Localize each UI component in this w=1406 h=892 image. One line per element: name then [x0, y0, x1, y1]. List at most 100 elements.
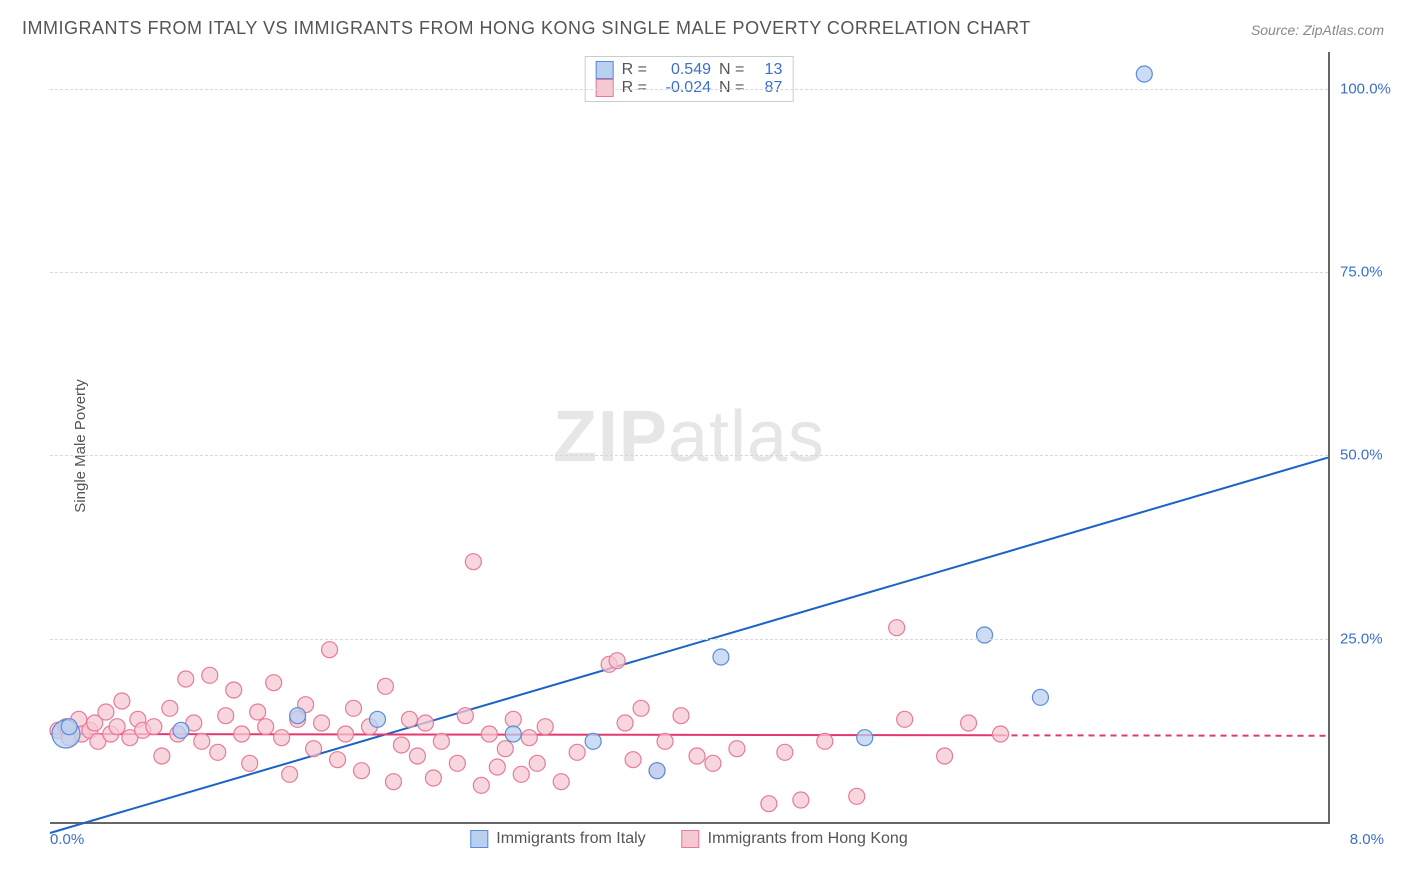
data-point: [354, 763, 370, 779]
swatch-icon: [470, 830, 488, 848]
data-point: [617, 715, 633, 731]
data-point: [673, 708, 689, 724]
data-point: [497, 741, 513, 757]
data-point: [1136, 66, 1152, 82]
data-point: [173, 722, 189, 738]
data-point: [377, 678, 393, 694]
data-point: [98, 704, 114, 720]
data-point: [162, 700, 178, 716]
source-link[interactable]: ZipAtlas.com: [1303, 22, 1384, 38]
data-point: [537, 719, 553, 735]
data-point: [657, 733, 673, 749]
data-point: [226, 682, 242, 698]
data-point: [777, 744, 793, 760]
data-point: [489, 759, 505, 775]
data-point: [338, 726, 354, 742]
data-point: [857, 730, 873, 746]
chart-title: IMMIGRANTS FROM ITALY VS IMMIGRANTS FROM…: [22, 18, 1031, 39]
data-point: [114, 693, 130, 709]
data-point: [633, 700, 649, 716]
data-point: [625, 752, 641, 768]
data-point: [146, 719, 162, 735]
data-point: [274, 730, 290, 746]
data-point: [585, 733, 601, 749]
data-point: [417, 715, 433, 731]
legend-item-italy: Immigrants from Italy: [470, 830, 645, 848]
legend-label: Immigrants from Hong Kong: [708, 830, 908, 848]
data-point: [481, 726, 497, 742]
data-point: [889, 620, 905, 636]
data-point: [529, 755, 545, 771]
data-point: [761, 796, 777, 812]
data-point: [266, 675, 282, 691]
data-point: [473, 777, 489, 793]
data-point: [234, 726, 250, 742]
gridline: [50, 639, 1328, 640]
source-attribution: Source: ZipAtlas.com: [1251, 22, 1384, 38]
data-point: [505, 726, 521, 742]
y-tick-label: 50.0%: [1340, 447, 1400, 464]
data-point: [569, 744, 585, 760]
data-point: [282, 766, 298, 782]
data-point: [330, 752, 346, 768]
data-point: [258, 719, 274, 735]
data-point: [521, 730, 537, 746]
gridline: [50, 89, 1328, 90]
data-point: [849, 788, 865, 804]
x-axis-max-label: 8.0%: [1350, 831, 1384, 848]
legend: Immigrants from Italy Immigrants from Ho…: [470, 830, 907, 848]
data-point: [154, 748, 170, 764]
data-point: [409, 748, 425, 764]
data-point: [961, 715, 977, 731]
data-point: [210, 744, 226, 760]
data-point: [194, 733, 210, 749]
legend-item-hongkong: Immigrants from Hong Kong: [682, 830, 908, 848]
y-tick-label: 100.0%: [1340, 80, 1400, 97]
data-point: [729, 741, 745, 757]
data-point: [218, 708, 234, 724]
data-point: [178, 671, 194, 687]
data-point: [993, 726, 1009, 742]
y-tick-label: 25.0%: [1340, 630, 1400, 647]
data-point: [433, 733, 449, 749]
data-point: [505, 711, 521, 727]
data-point: [513, 766, 529, 782]
data-point: [314, 715, 330, 731]
chart-svg: [50, 52, 1328, 822]
plot-area: ZIPatlas R = 0.549 N = 13 R = -0.024 N =…: [50, 52, 1330, 824]
data-point: [897, 711, 913, 727]
data-point: [465, 554, 481, 570]
x-axis-min-label: 0.0%: [50, 831, 84, 848]
data-point: [401, 711, 417, 727]
data-point: [649, 763, 665, 779]
data-point: [1032, 689, 1048, 705]
data-point: [202, 667, 218, 683]
data-point: [553, 774, 569, 790]
data-point: [393, 737, 409, 753]
data-point: [369, 711, 385, 727]
y-tick-label: 75.0%: [1340, 264, 1400, 281]
data-point: [449, 755, 465, 771]
data-point: [306, 741, 322, 757]
data-point: [609, 653, 625, 669]
gridline: [50, 272, 1328, 273]
data-point: [937, 748, 953, 764]
swatch-icon: [682, 830, 700, 848]
data-point: [425, 770, 441, 786]
data-point: [61, 719, 77, 735]
legend-label: Immigrants from Italy: [496, 830, 645, 848]
data-point: [242, 755, 258, 771]
data-point: [322, 642, 338, 658]
gridline: [50, 455, 1328, 456]
data-point: [290, 708, 306, 724]
data-point: [250, 704, 266, 720]
data-point: [109, 719, 125, 735]
data-point: [457, 708, 473, 724]
trend-line: [50, 458, 1328, 833]
data-point: [793, 792, 809, 808]
data-point: [705, 755, 721, 771]
source-label: Source:: [1251, 22, 1299, 38]
data-point: [346, 700, 362, 716]
data-point: [689, 748, 705, 764]
data-point: [713, 649, 729, 665]
